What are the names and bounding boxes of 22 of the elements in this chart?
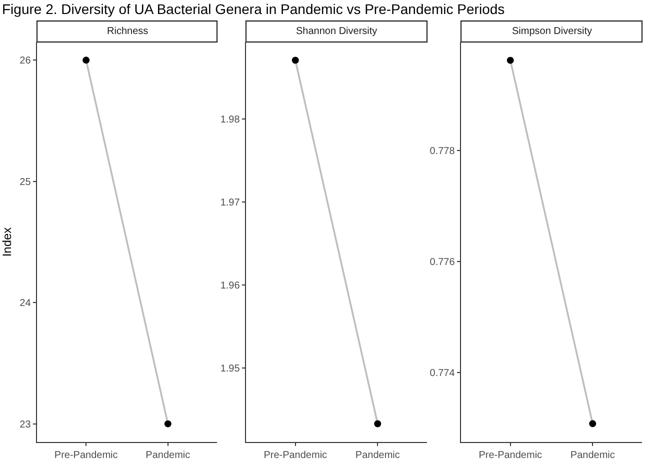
x-tick-label: Pandemic	[570, 450, 615, 461]
y-tick-label: 1.96	[220, 280, 240, 292]
y-tick-label: 0.776	[430, 256, 456, 268]
x-tick-label: Pandemic	[146, 450, 190, 461]
y-tick-label: 24	[20, 298, 32, 310]
chart-title: Simpson Diversity	[512, 26, 592, 37]
y-tick-label: 26	[20, 56, 32, 67]
y-tick-label: 0.774	[430, 368, 456, 380]
y-tick-label: 1.95	[220, 364, 240, 375]
y-tick-label: 23	[20, 419, 32, 430]
y-tick-label: 1.97	[220, 198, 240, 209]
chart-title: Richness	[107, 26, 148, 37]
x-tick-label: Pre-Pandemic	[54, 450, 118, 461]
caption: Figure 2. Diversity of UA Bacterial Genera in Pandemic vs Pre-Pandemic Periods	[2, 1, 505, 17]
x-tick-label: Pandemic	[355, 450, 400, 461]
y-tick-label: 0.778	[430, 146, 456, 157]
y-axis-title: Index	[0, 227, 14, 257]
x-tick-label: Pre-Pandemic	[264, 450, 328, 461]
y-tick-label: 1.98	[220, 114, 240, 126]
chart-title: Shannon Diversity	[296, 26, 378, 37]
x-tick-label: Pre-Pandemic	[478, 450, 542, 461]
y-tick-label: 25	[20, 176, 32, 188]
